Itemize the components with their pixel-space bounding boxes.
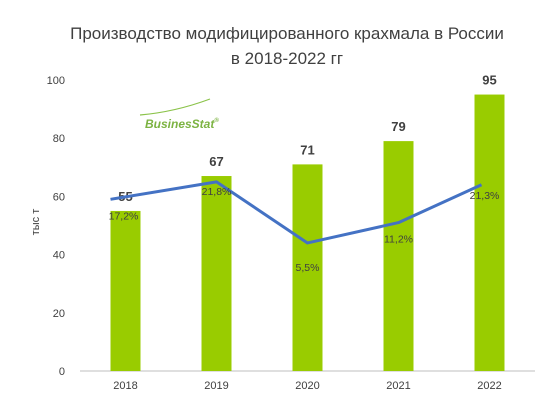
- bar-value-label: 71: [300, 142, 314, 157]
- bars: [110, 94, 505, 372]
- bar: [292, 164, 323, 371]
- growth-line: [110, 180, 483, 245]
- logo-wordmark: BusinesStat: [145, 117, 215, 131]
- y-axis-label: тыс т: [30, 209, 42, 236]
- y-tick-label: 0: [59, 366, 65, 378]
- bar-value-label: 95: [482, 73, 496, 88]
- growth-line-series: [110, 180, 483, 245]
- chart-title-line1: Производство модифицированного крахмала …: [70, 24, 504, 43]
- y-tick-label: 40: [53, 250, 65, 262]
- growth-percent-label: 11,2%: [384, 234, 413, 246]
- growth-labels: 17,2% 21,8% 5,5% 11,2% 21,3%: [109, 186, 500, 274]
- bar-value-label: 79: [391, 119, 405, 134]
- x-tick-label: 2022: [477, 380, 501, 392]
- logo-registered-mark: ®: [214, 117, 219, 124]
- x-axis-ticks: 2018 2019 2020 2021 2022: [113, 380, 501, 392]
- bar: [110, 210, 141, 371]
- bar: [201, 176, 232, 371]
- y-tick-label: 80: [53, 133, 65, 145]
- x-tick-label: 2019: [204, 380, 228, 392]
- logo-text: BusinesStat®: [145, 117, 219, 131]
- growth-percent-label: 21,8%: [202, 186, 232, 198]
- y-tick-label: 60: [53, 191, 65, 203]
- x-tick-label: 2020: [295, 380, 319, 392]
- businesstat-logo: BusinesStat®: [139, 98, 219, 131]
- y-tick-label: 100: [47, 75, 65, 87]
- logo-swoosh-mark: [139, 98, 211, 116]
- bar: [383, 141, 414, 371]
- bar: [474, 94, 505, 372]
- y-tick-label: 20: [53, 308, 65, 320]
- bar-value-label: 67: [209, 154, 223, 169]
- growth-percent-label: 21,3%: [470, 190, 500, 202]
- x-tick-label: 2018: [113, 380, 137, 392]
- y-axis-ticks: 0 20 40 60 80 100: [47, 75, 65, 378]
- chart-title-line2: в 2018-2022 гг: [231, 49, 343, 68]
- growth-percent-label: 5,5%: [296, 262, 320, 274]
- x-tick-label: 2021: [386, 380, 410, 392]
- growth-percent-label: 17,2%: [109, 210, 139, 222]
